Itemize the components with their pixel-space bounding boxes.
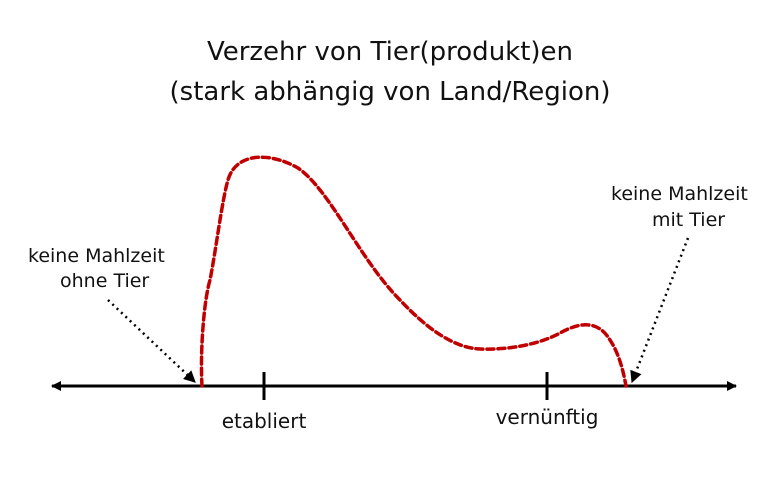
annotation-left-line-2: ohne Tier [60, 270, 149, 292]
tick-label-etabliert: etabliert [222, 409, 307, 433]
annotation-left-line-1: keine Mahlzeit [28, 245, 165, 267]
title-line-2: (stark abhängig von Land/Region) [170, 77, 611, 107]
annotation-right-pointer [630, 237, 690, 384]
tick-label-vernuenftig: vernünftig [496, 405, 599, 429]
annotation-left-pointer [107, 299, 196, 383]
consumption-curve [199, 155, 628, 388]
annotation-right-line-2: mit Tier [652, 209, 725, 231]
annotation-right-line-1: keine Mahlzeit [611, 183, 748, 205]
title-line-1: Verzehr von Tier(produkt)en [207, 37, 573, 67]
